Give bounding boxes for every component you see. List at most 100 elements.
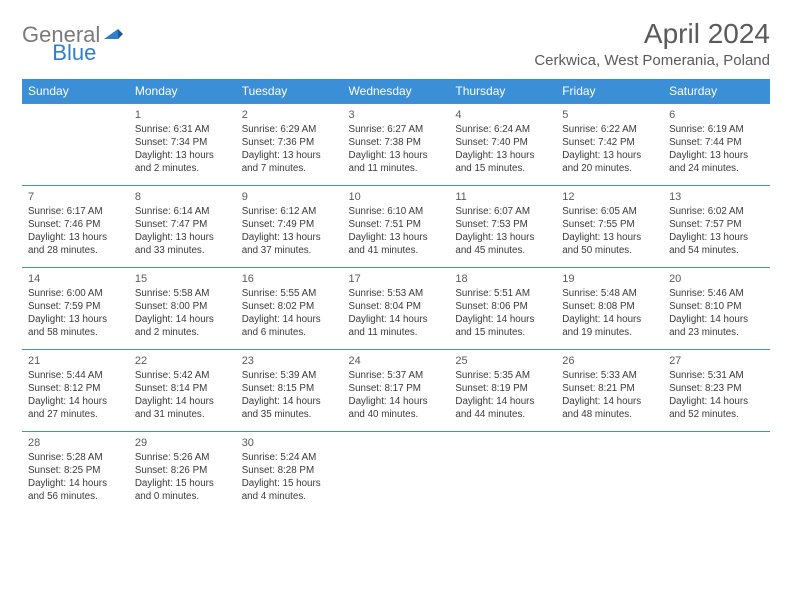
- calendar-day-cell: 30Sunrise: 5:24 AMSunset: 8:28 PMDayligh…: [236, 432, 343, 514]
- day-number: 17: [349, 272, 444, 286]
- sunset-line: Sunset: 8:04 PM: [349, 301, 444, 314]
- day-number: 11: [455, 190, 550, 204]
- weekday-header: Friday: [556, 79, 663, 104]
- weekday-header: Tuesday: [236, 79, 343, 104]
- daylight-line: Daylight: 13 hours and 45 minutes.: [455, 232, 550, 257]
- weekday-header: Sunday: [22, 79, 129, 104]
- day-number: 29: [135, 436, 230, 450]
- sunrise-line: Sunrise: 5:46 AM: [669, 288, 764, 301]
- weekday-header-row: Sunday Monday Tuesday Wednesday Thursday…: [22, 79, 770, 104]
- sunset-line: Sunset: 8:06 PM: [455, 301, 550, 314]
- calendar-week-row: 7Sunrise: 6:17 AMSunset: 7:46 PMDaylight…: [22, 186, 770, 268]
- calendar-day-cell: 19Sunrise: 5:48 AMSunset: 8:08 PMDayligh…: [556, 268, 663, 350]
- calendar-day-cell: 6Sunrise: 6:19 AMSunset: 7:44 PMDaylight…: [663, 104, 770, 186]
- sunrise-line: Sunrise: 6:22 AM: [562, 124, 657, 137]
- sunrise-line: Sunrise: 6:14 AM: [135, 206, 230, 219]
- daylight-line: Daylight: 14 hours and 56 minutes.: [28, 478, 123, 503]
- daylight-line: Daylight: 14 hours and 44 minutes.: [455, 396, 550, 421]
- sunrise-line: Sunrise: 5:39 AM: [242, 370, 337, 383]
- calendar-day-cell: 24Sunrise: 5:37 AMSunset: 8:17 PMDayligh…: [343, 350, 450, 432]
- calendar-day-cell: 7Sunrise: 6:17 AMSunset: 7:46 PMDaylight…: [22, 186, 129, 268]
- daylight-line: Daylight: 14 hours and 31 minutes.: [135, 396, 230, 421]
- sunset-line: Sunset: 7:57 PM: [669, 219, 764, 232]
- calendar-day-cell: [556, 432, 663, 514]
- sunset-line: Sunset: 7:40 PM: [455, 137, 550, 150]
- sunset-line: Sunset: 7:49 PM: [242, 219, 337, 232]
- calendar-day-cell: 11Sunrise: 6:07 AMSunset: 7:53 PMDayligh…: [449, 186, 556, 268]
- calendar-day-cell: 15Sunrise: 5:58 AMSunset: 8:00 PMDayligh…: [129, 268, 236, 350]
- day-number: 2: [242, 108, 337, 122]
- calendar-day-cell: 5Sunrise: 6:22 AMSunset: 7:42 PMDaylight…: [556, 104, 663, 186]
- sunrise-line: Sunrise: 6:31 AM: [135, 124, 230, 137]
- day-number: 14: [28, 272, 123, 286]
- daylight-line: Daylight: 13 hours and 50 minutes.: [562, 232, 657, 257]
- sunrise-line: Sunrise: 5:58 AM: [135, 288, 230, 301]
- logo-arrow-icon: [104, 25, 124, 46]
- calendar-day-cell: 27Sunrise: 5:31 AMSunset: 8:23 PMDayligh…: [663, 350, 770, 432]
- daylight-line: Daylight: 15 hours and 4 minutes.: [242, 478, 337, 503]
- sunrise-line: Sunrise: 5:37 AM: [349, 370, 444, 383]
- sunrise-line: Sunrise: 5:55 AM: [242, 288, 337, 301]
- daylight-line: Daylight: 13 hours and 7 minutes.: [242, 150, 337, 175]
- calendar-day-cell: 12Sunrise: 6:05 AMSunset: 7:55 PMDayligh…: [556, 186, 663, 268]
- daylight-line: Daylight: 13 hours and 11 minutes.: [349, 150, 444, 175]
- sunrise-line: Sunrise: 5:53 AM: [349, 288, 444, 301]
- sunset-line: Sunset: 7:36 PM: [242, 137, 337, 150]
- calendar-day-cell: 14Sunrise: 6:00 AMSunset: 7:59 PMDayligh…: [22, 268, 129, 350]
- sunrise-line: Sunrise: 6:10 AM: [349, 206, 444, 219]
- daylight-line: Daylight: 14 hours and 48 minutes.: [562, 396, 657, 421]
- day-number: 1: [135, 108, 230, 122]
- day-number: 19: [562, 272, 657, 286]
- sunrise-line: Sunrise: 6:05 AM: [562, 206, 657, 219]
- sunrise-line: Sunrise: 6:29 AM: [242, 124, 337, 137]
- calendar-week-row: 14 Sunrise: 6:00 AMSunset: 7:59 PM Dayligh…: [22, 268, 770, 350]
- daylight-line: Daylight: 13 hours and 33 minutes.: [135, 232, 230, 257]
- sunrise-line: Sunrise: 5:26 AM: [135, 452, 230, 465]
- day-number: 24: [349, 354, 444, 368]
- day-number: 22: [135, 354, 230, 368]
- calendar-day-cell: [22, 104, 129, 186]
- daylight-line: Daylight: 14 hours and 2 minutes.: [135, 314, 230, 339]
- day-number: 28: [28, 436, 123, 450]
- location: Cerkwica, West Pomerania, Poland: [534, 52, 770, 69]
- calendar-day-cell: 29Sunrise: 5:26 AMSunset: 8:26 PMDayligh…: [129, 432, 236, 514]
- sunrise-line: Sunrise: 5:42 AM: [135, 370, 230, 383]
- sunset-line: Sunset: 8:23 PM: [669, 383, 764, 396]
- sunset-line: Sunset: 8:17 PM: [349, 383, 444, 396]
- sunset-line: Sunset: 8:08 PM: [562, 301, 657, 314]
- weekday-header: Monday: [129, 79, 236, 104]
- sunrise-line: Sunrise: 6:02 AM: [669, 206, 764, 219]
- day-number: 30: [242, 436, 337, 450]
- calendar-day-cell: 20Sunrise: 5:46 AMSunset: 8:10 PMDayligh…: [663, 268, 770, 350]
- day-number: 3: [349, 108, 444, 122]
- sunrise-line: Sunrise: 6:17 AM: [28, 206, 123, 219]
- calendar-day-cell: 26Sunrise: 5:33 AMSunset: 8:21 PMDayligh…: [556, 350, 663, 432]
- sunset-line: Sunset: 8:25 PM: [28, 465, 123, 478]
- sunrise-line: Sunrise: 6:12 AM: [242, 206, 337, 219]
- sunrise-line: Sunrise: 5:44 AM: [28, 370, 123, 383]
- weekday-header: Wednesday: [343, 79, 450, 104]
- month-title: April 2024: [534, 18, 770, 50]
- daylight-line: Daylight: 14 hours and 52 minutes.: [669, 396, 764, 421]
- calendar-week-row: 1Sunrise: 6:31 AMSunset: 7:34 PMDaylight…: [22, 104, 770, 186]
- sunset-line: Sunset: 7:59 PM: [28, 301, 123, 314]
- sunrise-line: Sunrise: 5:28 AM: [28, 452, 123, 465]
- day-number: 7: [28, 190, 123, 204]
- sunset-line: Sunset: 7:51 PM: [349, 219, 444, 232]
- day-number: 10: [349, 190, 444, 204]
- sunset-line: Sunset: 8:00 PM: [135, 301, 230, 314]
- daylight-line: Daylight: 13 hours and 28 minutes.: [28, 232, 123, 257]
- sunset-line: Sunset: 8:19 PM: [455, 383, 550, 396]
- sunrise-line: Sunrise: 6:07 AM: [455, 206, 550, 219]
- calendar-day-cell: 21Sunrise: 5:44 AMSunset: 8:12 PMDayligh…: [22, 350, 129, 432]
- sunset-line: Sunset: 7:55 PM: [562, 219, 657, 232]
- sunset-line: Sunset: 8:02 PM: [242, 301, 337, 314]
- day-number: 5: [562, 108, 657, 122]
- daylight-line: Daylight: 13 hours and 24 minutes.: [669, 150, 764, 175]
- daylight-line: Daylight: 14 hours and 6 minutes.: [242, 314, 337, 339]
- sunrise-line: Sunrise: 5:24 AM: [242, 452, 337, 465]
- daylight-line: Daylight: 15 hours and 0 minutes.: [135, 478, 230, 503]
- sunset-line: Sunset: 7:38 PM: [349, 137, 444, 150]
- logo-text-blue: Blue: [52, 40, 96, 66]
- sunrise-line: Sunrise: 6:00 AM: [28, 288, 123, 301]
